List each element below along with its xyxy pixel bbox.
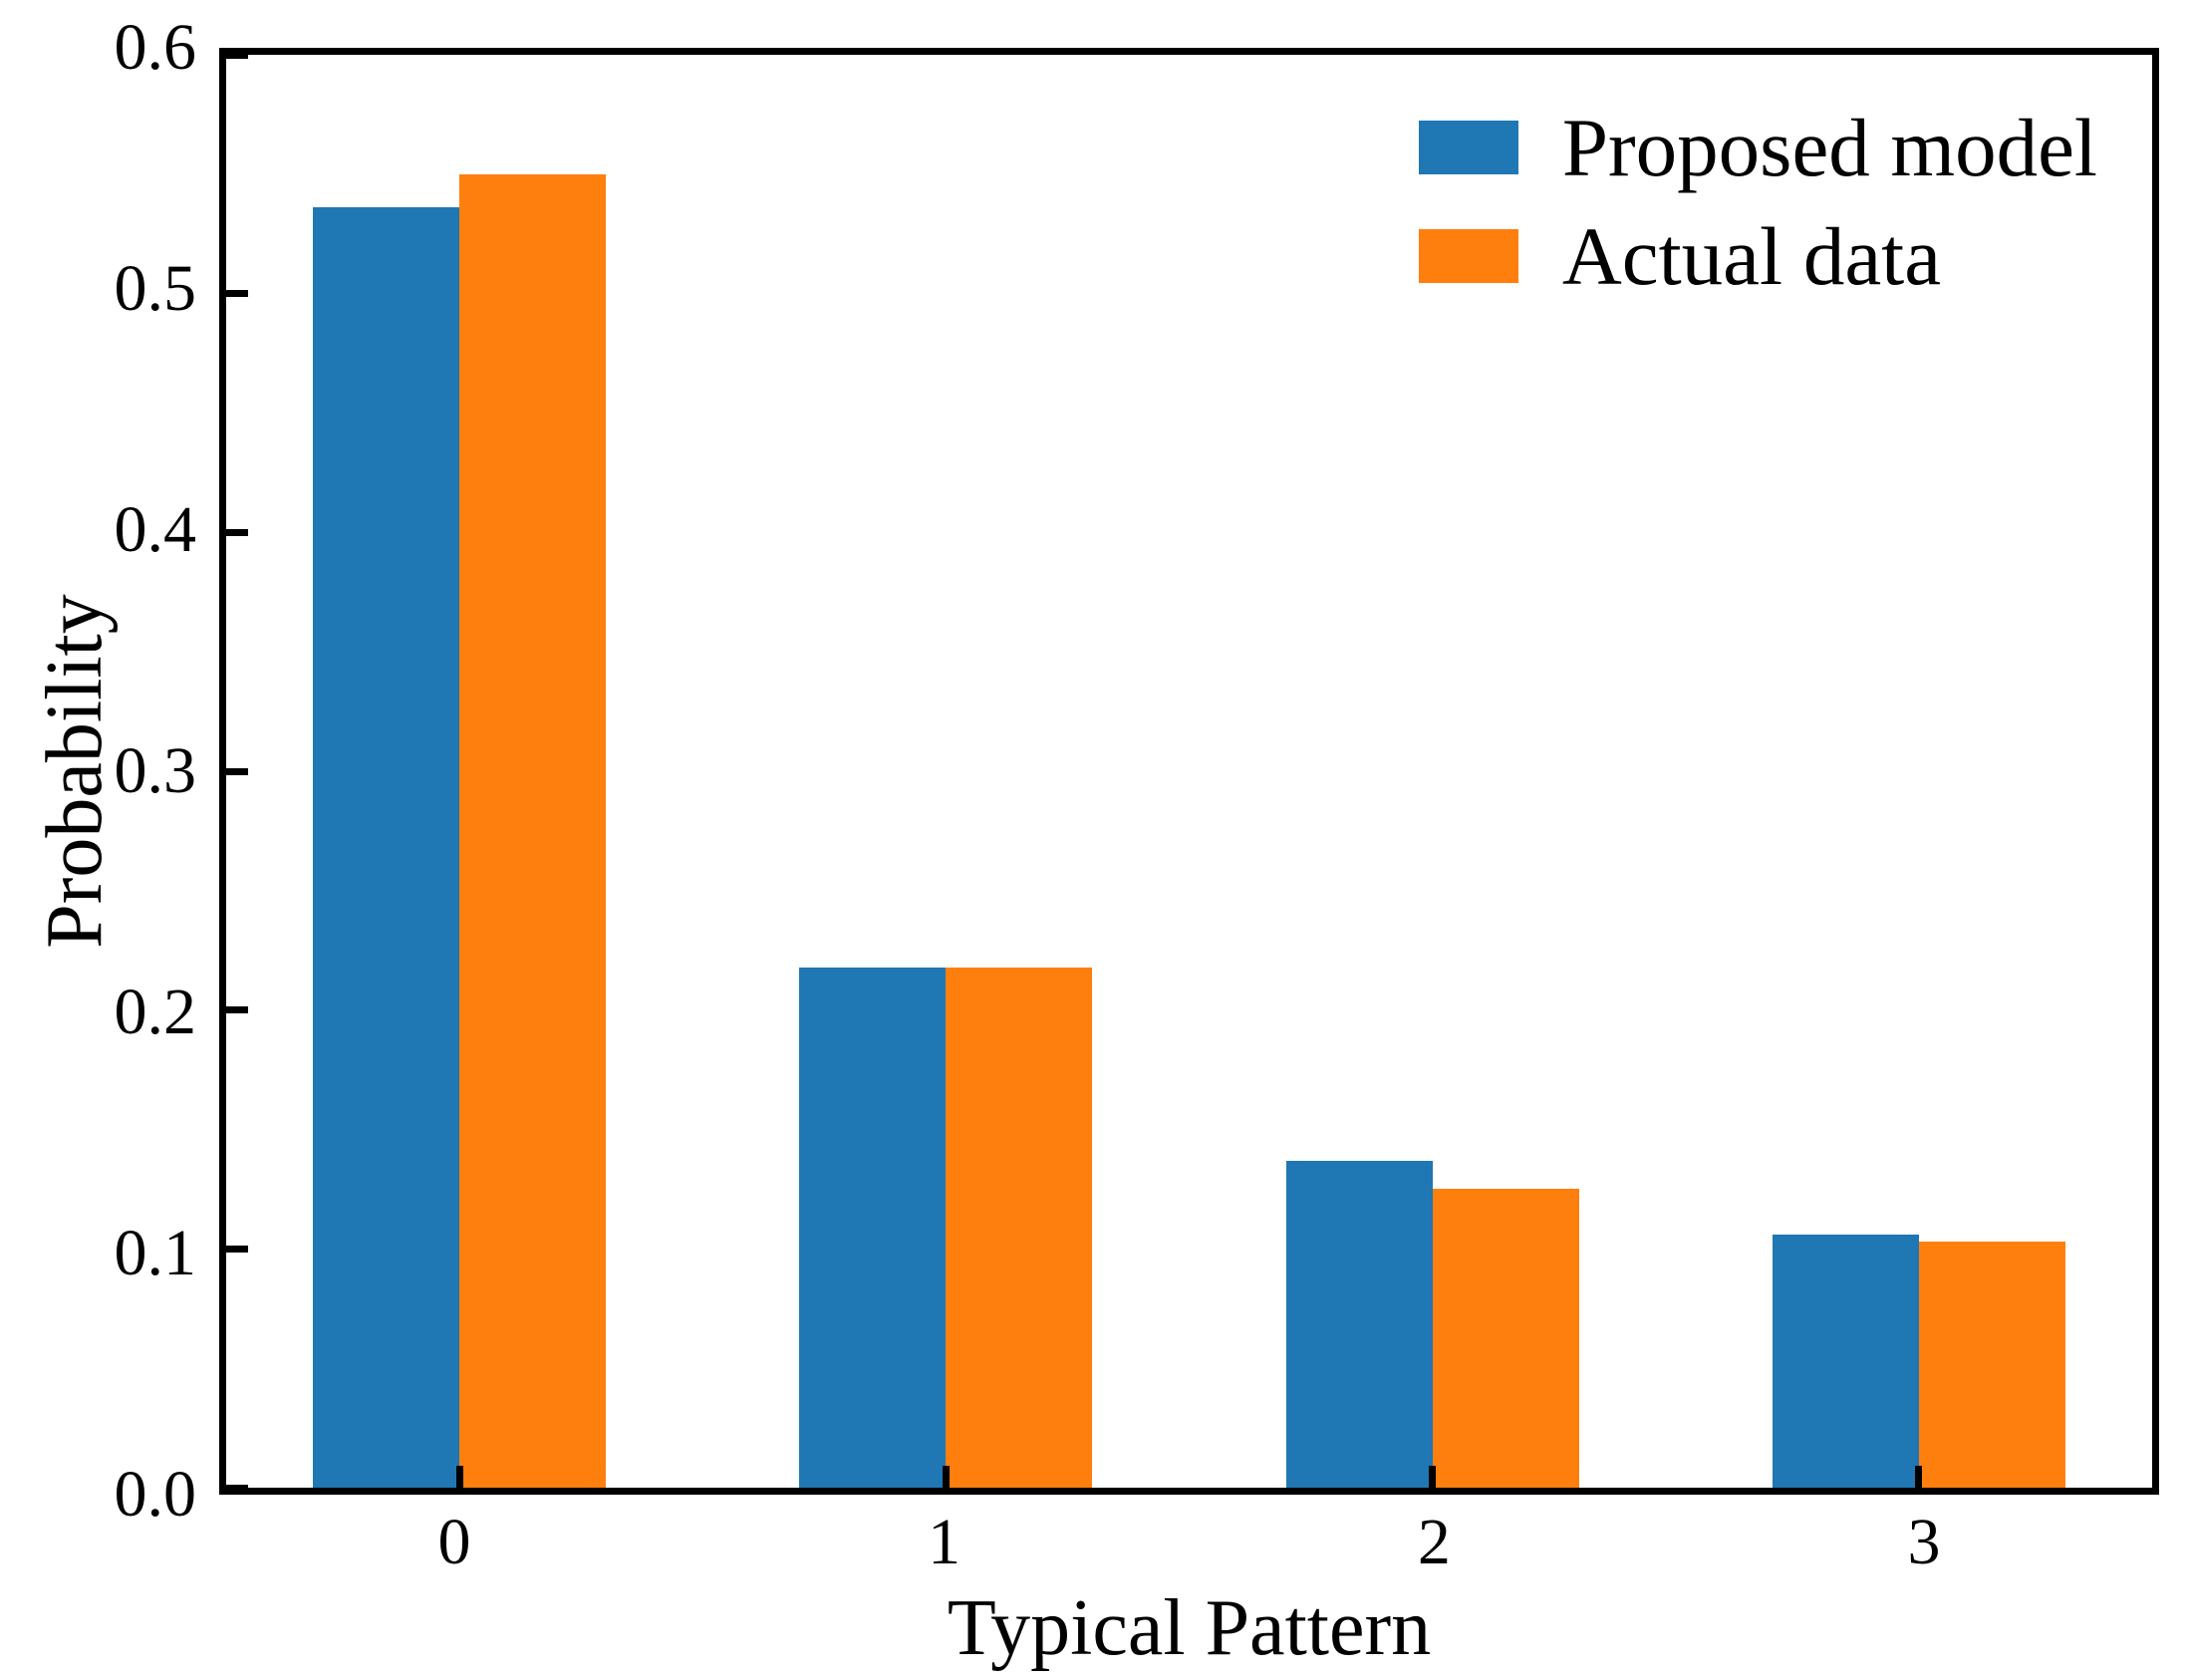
x-tick-mark-0 [455, 1466, 463, 1488]
bar-proposed-model-2 [1285, 1160, 1433, 1488]
y-tick-label-0.4: 0.4 [114, 493, 197, 566]
x-axis-title: Typical Pattern [947, 1584, 1432, 1672]
x-tick-mark-1 [942, 1466, 950, 1488]
y-tick-label-0.1: 0.1 [114, 1217, 197, 1289]
bar-proposed-model-1 [799, 967, 947, 1488]
x-tick-mark-2 [1429, 1466, 1437, 1488]
y-tick-mark-0.3 [226, 767, 248, 775]
x-tick-label-2: 2 [1417, 1506, 1451, 1578]
y-tick-label-0.6: 0.6 [114, 11, 197, 84]
x-tick-label-0: 0 [437, 1506, 471, 1578]
bar-actual-data-2 [1432, 1189, 1579, 1488]
x-tick-mark-3 [1915, 1466, 1923, 1488]
y-axis-tick-labels: 0.0 0.1 0.2 0.3 0.4 0.5 0.6 [0, 15, 197, 1528]
y-tick-label-0.2: 0.2 [114, 976, 197, 1048]
plot-inner: Proposed model Actual data [226, 51, 2152, 1492]
y-tick-mark-0.2 [226, 1006, 248, 1014]
legend-label: Actual data [1561, 210, 1942, 303]
x-tick-label-3: 3 [1907, 1506, 1941, 1578]
bar-actual-data-3 [1918, 1242, 2065, 1488]
legend-item-actual-data: Actual data [1418, 208, 2097, 304]
y-tick-mark-0.6 [226, 51, 248, 59]
legend-swatch [1418, 121, 1518, 175]
y-tick-label-0.5: 0.5 [114, 252, 197, 325]
y-tick-mark-0.4 [226, 528, 248, 536]
y-tick-label-0.0: 0.0 [114, 1458, 197, 1531]
y-tick-mark-0.0 [226, 1484, 248, 1492]
x-tick-label-1: 1 [928, 1506, 961, 1578]
legend-item-proposed-model: Proposed model [1418, 100, 2097, 195]
y-tick-label-0.3: 0.3 [114, 734, 197, 807]
bar-proposed-model-3 [1772, 1234, 1919, 1488]
bar-proposed-model-0 [313, 207, 460, 1488]
y-tick-mark-0.1 [226, 1245, 248, 1253]
legend: Proposed model Actual data [1418, 100, 2097, 318]
bar-actual-data-0 [459, 173, 607, 1488]
plot-area: Proposed model Actual data [219, 48, 2159, 1495]
legend-swatch [1418, 229, 1518, 284]
bar-actual-data-1 [946, 967, 1093, 1488]
legend-label: Proposed model [1561, 102, 2097, 193]
y-tick-mark-0.5 [226, 290, 248, 298]
